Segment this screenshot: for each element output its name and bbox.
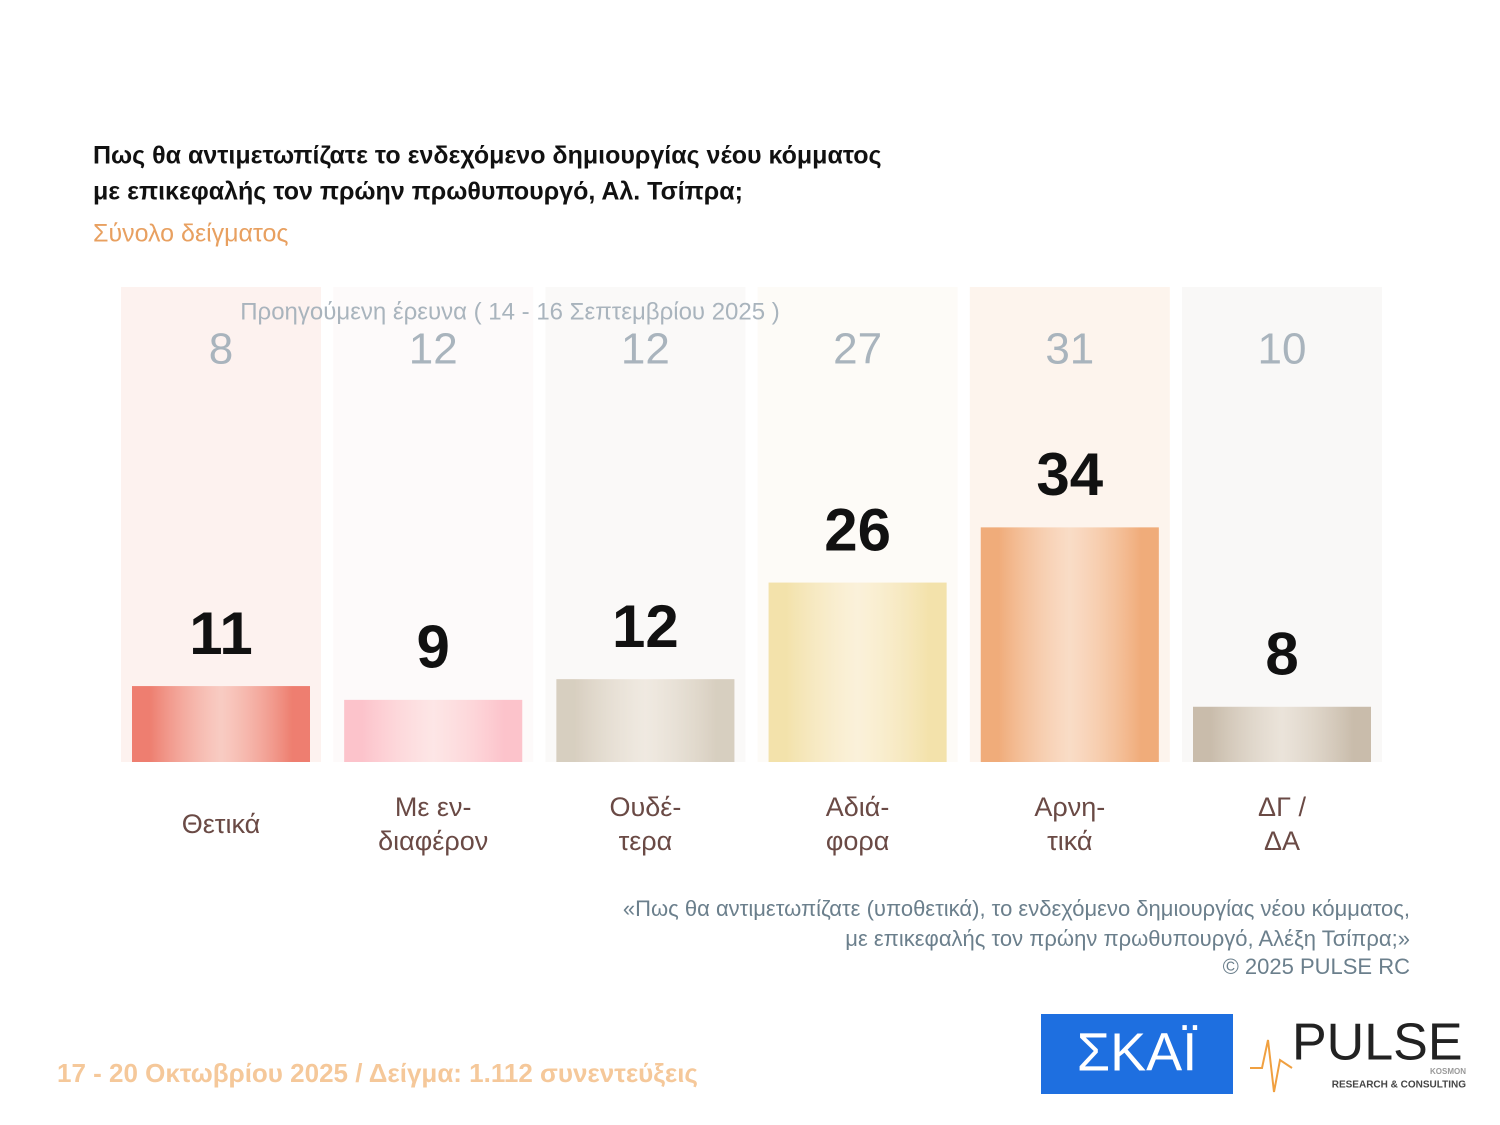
- category-label: τικά: [1047, 826, 1092, 856]
- pulse-sub: KOSMON: [1430, 1067, 1466, 1076]
- note: «Πως θα αντιμετωπίζατε (υποθετικά), το ε…: [623, 896, 1410, 921]
- pulse-wave: [1250, 1039, 1293, 1093]
- chart-title: Πως θα αντιμετωπίζατε το ενδεχόμενο δημι…: [93, 142, 882, 170]
- pulse-tag: RESEARCH & CONSULTING: [1332, 1080, 1466, 1091]
- bar: [980, 527, 1159, 762]
- previous-value: 12: [409, 325, 458, 374]
- bar: [556, 679, 735, 762]
- previous-value: 27: [833, 325, 882, 374]
- skai-logo-bg: [1041, 1014, 1233, 1094]
- value-label: 34: [1036, 441, 1103, 508]
- value-label: 9: [417, 614, 450, 681]
- previous-value: 31: [1045, 325, 1094, 374]
- column-bg: [1182, 287, 1382, 762]
- category-label: ΔΑ: [1264, 826, 1300, 856]
- previous-value: 8: [209, 325, 233, 374]
- note: © 2025 PULSE RC: [1223, 954, 1411, 979]
- bar-tint: [556, 679, 735, 762]
- bar: [132, 686, 310, 762]
- bar: [768, 582, 947, 762]
- category-label: τερα: [619, 826, 673, 856]
- category-label: ΔΓ /: [1258, 792, 1306, 822]
- previous-label: Προηγούμενη έρευνα ( 14 - 16 Σεπτεμβρίου…: [240, 298, 780, 325]
- bar-tint: [1193, 706, 1371, 762]
- pulse-logo: PULSE: [1292, 1014, 1463, 1072]
- category-label: Θετικά: [182, 809, 260, 839]
- category-label: Με εν-: [395, 792, 472, 822]
- note: με επικεφαλής τον πρώην πρωθυπουργό, Αλέ…: [845, 926, 1410, 951]
- value-label: 26: [824, 496, 891, 563]
- bar-tint: [132, 686, 310, 762]
- value-label: 12: [612, 593, 679, 660]
- category-label: Αρνη-: [1034, 792, 1105, 822]
- chart-title: με επικεφαλής τον πρώην πρωθυπουργό, Αλ.…: [93, 178, 743, 206]
- chart-subtitle: Σύνολο δείγματος: [93, 220, 288, 248]
- bar: [1193, 706, 1371, 762]
- skai-logo: ΣΚΑΪ: [1077, 1022, 1197, 1082]
- previous-value: 10: [1258, 325, 1307, 374]
- value-label: 8: [1265, 621, 1298, 688]
- category-label: φορα: [826, 826, 890, 856]
- column-bg: [333, 287, 534, 762]
- bar-tint: [768, 582, 947, 762]
- footer: 17 - 20 Οκτωβρίου 2025 / Δείγμα: 1.112 σ…: [57, 1058, 698, 1088]
- previous-value: 12: [621, 325, 670, 374]
- value-label: 11: [189, 600, 252, 667]
- category-label: Αδιά-: [826, 792, 890, 822]
- bar-tint: [344, 699, 523, 762]
- bar-tint: [980, 527, 1159, 762]
- category-label: Ουδέ-: [609, 792, 681, 822]
- column-bg: [121, 287, 321, 762]
- columns: 11 8 Θετικά 9 12 Με εν-διαφέρον 12 12 Ουδέ-τερα 2…: [121, 287, 1382, 856]
- category-label: διαφέρον: [378, 826, 488, 856]
- bar: [344, 699, 523, 762]
